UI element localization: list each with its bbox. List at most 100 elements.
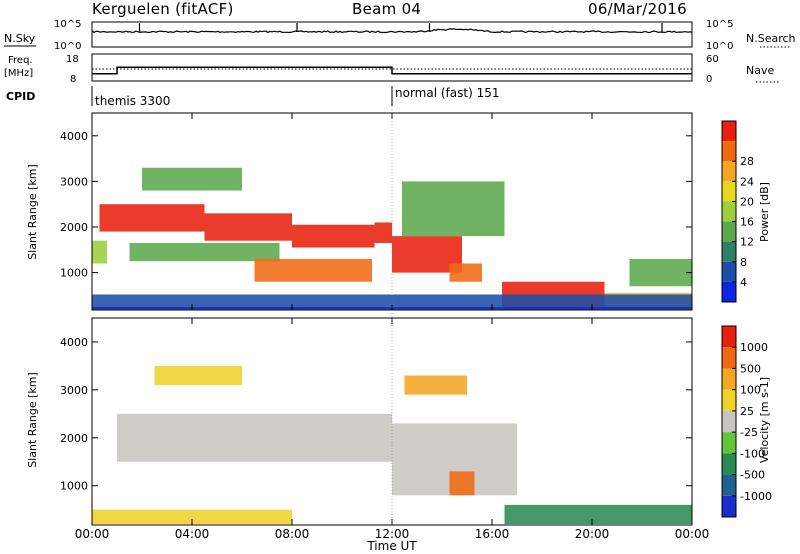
- echo-band: [374, 222, 392, 243]
- echo-band: [117, 413, 392, 462]
- velocity-y-axis: 1000 2000 3000 4000: [60, 336, 692, 493]
- colorbar-tick-label: 16: [740, 216, 754, 229]
- power-ylabel: Slant Range [km]: [26, 164, 39, 260]
- x-tick-label: 00:00: [75, 527, 110, 541]
- colorbar-tick-label: -500: [740, 469, 765, 482]
- beam-title: Beam 04: [352, 0, 422, 18]
- power-colorbar: 4 8 12 16 20 24 28: [721, 120, 754, 303]
- colorbar-tick-label: 100: [740, 384, 761, 397]
- y-tick-label: 1000: [60, 267, 88, 280]
- cpid-segment-1: themis 3300: [95, 94, 170, 108]
- echo-band: [449, 263, 482, 282]
- nsky-tick-top: 10^5: [54, 19, 81, 30]
- echo-band: [92, 240, 107, 264]
- station-title: Kerguelen (fitACF): [92, 0, 234, 18]
- colorbar-tick-label: 12: [740, 236, 754, 249]
- time-axis: 00:00 04:00 08:00 12:00 16:00 20:00 00:00: [75, 106, 710, 541]
- echo-band: [99, 204, 205, 232]
- y-tick-label: 2000: [60, 221, 88, 234]
- colorbar-cell: [722, 181, 736, 202]
- cpid-label: CPID: [6, 90, 35, 103]
- nsky-label: N.Sky: [4, 32, 36, 45]
- echo-band: [254, 258, 372, 282]
- time-axis-label: Time UT: [366, 539, 417, 553]
- colorbar-cell: [722, 389, 736, 411]
- date-title: 06/Mar/2016: [588, 0, 687, 18]
- colorbar-tick-label: 25: [740, 405, 754, 418]
- x-tick-label: 04:00: [175, 527, 210, 541]
- x-tick-label: 16:00: [475, 527, 510, 541]
- power-y-axis: 1000 2000 3000 4000: [60, 130, 692, 280]
- nsearch-tick-bottom: 10^0: [706, 41, 733, 52]
- x-tick-label: 08:00: [275, 527, 310, 541]
- echo-band: [129, 242, 280, 262]
- colorbar-tick-label: -25: [740, 426, 758, 439]
- colorbar-cell: [722, 121, 736, 142]
- colorbar-tick-label: -100: [740, 447, 765, 460]
- echo-band: [92, 294, 692, 310]
- colorbar-frame: [721, 120, 737, 303]
- colorbar-tick-label: 20: [740, 195, 754, 208]
- cpid-row: CPID themis 3300 normal (fast) 151: [6, 86, 499, 108]
- x-tick-label: 12:00: [375, 527, 410, 541]
- echo-band: [449, 471, 475, 496]
- freq-label: Freq.: [8, 55, 33, 66]
- colorbar-tick-label: 28: [740, 155, 754, 168]
- freq-tick-top: 18: [66, 54, 79, 65]
- y-tick-label: 3000: [60, 384, 88, 397]
- velocity-colorbar-label: Velocity [m s-1]: [758, 377, 771, 463]
- nsky-panel: N.Sky 10^5 10^0 10^5 10^0 N.Search: [4, 19, 796, 52]
- y-tick-label: 4000: [60, 336, 88, 349]
- cpid-segment-2: normal (fast) 151: [395, 86, 499, 100]
- freq-tick-bottom: 8: [70, 74, 76, 85]
- freq-panel: Freq. [MHz] 18 8 60 0 Nave: [4, 53, 780, 85]
- velocity-colorbar: 1000 500 100 25 -25 -100 -500 -1000: [721, 325, 772, 518]
- colorbar-frame: [721, 325, 737, 518]
- colorbar-cell: [722, 261, 736, 282]
- echo-band: [629, 258, 692, 287]
- y-tick-label: 2000: [60, 432, 88, 445]
- x-tick-label: 00:00: [675, 527, 710, 541]
- colorbar-tick-label: 1000: [740, 341, 768, 354]
- echo-band: [292, 224, 375, 248]
- echo-band: [92, 509, 292, 525]
- echo-band: [204, 213, 292, 241]
- echo-band: [154, 365, 242, 386]
- freq-trace: [92, 66, 692, 75]
- colorbar-tick-label: 500: [740, 362, 761, 375]
- colorbar-cell: [722, 410, 736, 433]
- colorbar-cell: [722, 161, 736, 182]
- power-panel: 1000 2000 3000 4000 Slant Range [km] 4 8 12 16…: [26, 112, 771, 311]
- colorbar-tick-label: -1000: [740, 490, 772, 503]
- colorbar-cell: [722, 326, 736, 348]
- nave-tick-top: 60: [706, 54, 719, 65]
- nave-tick-bottom: 0: [706, 74, 712, 85]
- x-tick-label: 20:00: [575, 527, 610, 541]
- echo-band: [504, 504, 692, 525]
- y-tick-label: 4000: [60, 130, 88, 143]
- colorbar-cell: [722, 432, 736, 454]
- y-tick-label: 3000: [60, 175, 88, 188]
- colorbar-cell: [722, 495, 736, 517]
- colorbar-tick-label: 4: [740, 276, 747, 289]
- nsky-tick-bottom: 10^0: [54, 41, 81, 52]
- freq-unit: [MHz]: [4, 68, 33, 79]
- velocity-data-layer: [92, 365, 692, 525]
- velocity-panel: 1000 2000 3000 4000 Slant Range [km] 1000 50…: [26, 317, 772, 526]
- velocity-ylabel: Slant Range [km]: [26, 372, 39, 468]
- colorbar-cell: [722, 368, 736, 390]
- colorbar-cell: [722, 201, 736, 222]
- echo-band: [402, 181, 505, 237]
- colorbar-cell: [722, 453, 736, 475]
- colorbar-tick-label: 8: [740, 256, 747, 269]
- nave-label: Nave: [746, 64, 774, 77]
- colorbar-cell: [722, 347, 736, 369]
- colorbar-cell: [722, 241, 736, 262]
- colorbar-cell: [722, 221, 736, 242]
- colorbar-cell: [722, 474, 736, 496]
- nsky-trace: [91, 23, 693, 34]
- echo-band: [404, 375, 467, 395]
- colorbar-cell: [722, 141, 736, 162]
- echo-band: [142, 167, 242, 191]
